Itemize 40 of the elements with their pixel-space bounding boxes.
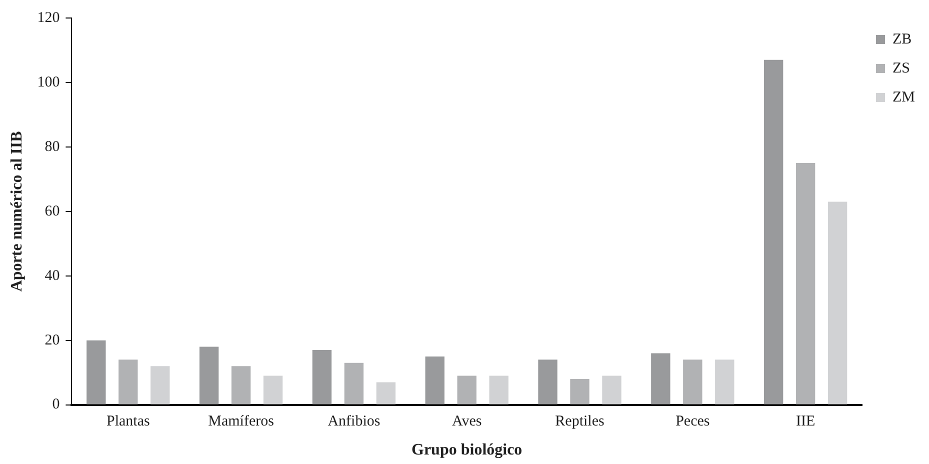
legend-label: ZM [892,89,915,106]
bar [344,362,364,404]
bar [312,350,332,404]
x-tick-label: Anfibios [328,414,380,430]
bar [150,366,170,404]
y-tick-label: 100 [37,74,60,90]
x-tick-label: Mamíferos [208,414,274,430]
bar [489,376,508,404]
bar [86,340,106,404]
y-tick-label: 20 [44,332,60,348]
x-tick-label: Aves [452,414,482,430]
bar [376,382,396,404]
bar [796,163,816,404]
bar [651,353,670,404]
bar [457,376,476,404]
bar [118,360,138,404]
legend-label: ZB [892,31,912,48]
x-tick-label: Reptiles [555,414,604,430]
bar [263,376,283,404]
bar [602,376,622,404]
y-axis-title: Aporte numérico al IIB [8,130,26,292]
bar [199,346,219,404]
y-tick-label: 60 [44,203,60,220]
x-tick-label: Peces [676,414,710,430]
bar [715,360,734,404]
bar [570,379,590,404]
bar [538,360,558,404]
y-tick-label: 80 [44,138,60,155]
x-tick-label: Plantas [106,414,150,430]
bar [683,360,702,404]
bar [231,366,251,404]
y-tick-label: 120 [37,10,60,26]
y-tick-label: 40 [44,268,60,284]
x-axis-title: Grupo biológico [412,442,522,459]
bar [764,60,784,404]
x-tick-label: IIE [796,414,816,430]
bar [828,202,848,404]
legend-label: ZS [892,60,910,76]
y-tick-label: 0 [52,396,60,413]
bar [425,356,444,404]
